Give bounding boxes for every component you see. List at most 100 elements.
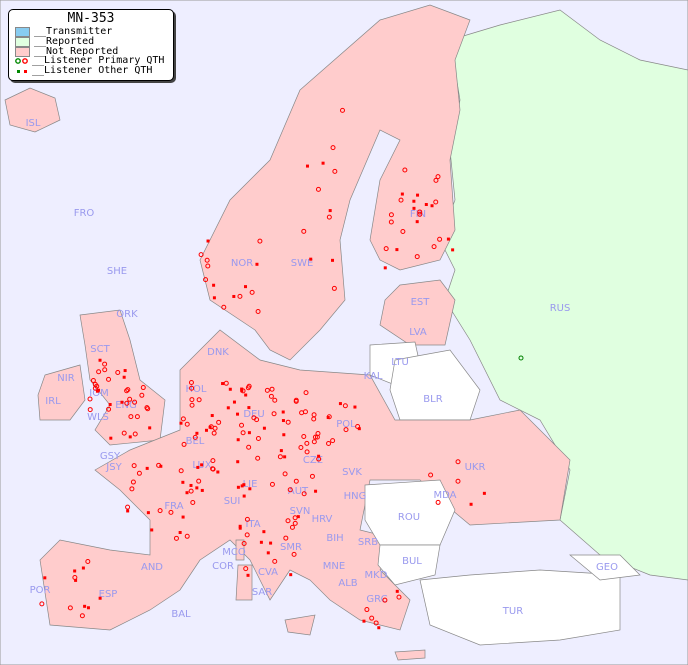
listener-other-marker bbox=[96, 388, 100, 392]
listener-primary-marker bbox=[156, 462, 162, 468]
corsica bbox=[235, 539, 245, 561]
listener-other-marker bbox=[240, 387, 244, 391]
listener-other-marker bbox=[236, 412, 240, 416]
listener-other-marker bbox=[296, 515, 300, 519]
listener-primary-marker bbox=[257, 238, 263, 244]
listener-primary-marker bbox=[293, 478, 299, 484]
listener-other-marker bbox=[395, 589, 399, 593]
listener-primary-marker bbox=[269, 386, 275, 392]
listener-primary-marker bbox=[79, 613, 85, 619]
listener-other-marker bbox=[200, 463, 204, 467]
listener-primary-marker bbox=[196, 478, 202, 484]
listener-other-marker bbox=[247, 431, 251, 435]
listener-primary-marker-green bbox=[518, 355, 524, 361]
legend-transmitter: __Transmitter bbox=[9, 27, 173, 37]
listener-primary-marker bbox=[124, 400, 130, 406]
listener-other-marker bbox=[331, 258, 335, 262]
country-label-cva: CVA bbox=[258, 567, 278, 578]
country-label-nir: NIR bbox=[57, 373, 74, 384]
country-label-fro: FRO bbox=[74, 208, 95, 219]
listener-other-marker bbox=[109, 436, 113, 440]
country-label-gsy: GSY bbox=[100, 451, 121, 462]
listener-other-marker bbox=[309, 257, 313, 261]
listener-other-marker bbox=[216, 470, 220, 474]
listener-primary-marker bbox=[168, 509, 174, 515]
listener-primary-marker bbox=[396, 594, 402, 600]
listener-other-marker bbox=[430, 204, 434, 208]
listener-other-marker bbox=[238, 526, 242, 530]
listener-primary-marker bbox=[285, 518, 291, 524]
listener-other-marker bbox=[246, 573, 250, 577]
listener-primary-marker bbox=[293, 398, 299, 404]
crete bbox=[394, 649, 426, 661]
listener-primary-marker bbox=[205, 263, 211, 269]
listener-other-marker bbox=[248, 487, 252, 491]
listener-other-marker bbox=[108, 403, 112, 407]
listener-primary-marker bbox=[455, 459, 461, 465]
listener-primary-marker bbox=[125, 504, 131, 510]
listener-primary-marker bbox=[255, 435, 261, 441]
listener-primary-marker bbox=[417, 209, 423, 215]
georgia bbox=[569, 554, 641, 581]
listener-primary-marker bbox=[198, 252, 204, 258]
listener-other-marker bbox=[236, 438, 240, 442]
listener-other-marker bbox=[212, 296, 216, 300]
listener-primary-marker bbox=[355, 424, 361, 430]
listener-primary-marker bbox=[433, 177, 439, 183]
listener-primary-marker bbox=[157, 508, 163, 514]
listener-other-marker bbox=[189, 483, 193, 487]
country-label-sar: SAR bbox=[252, 587, 272, 598]
listener-primary-marker bbox=[67, 605, 73, 611]
country-label-bel: BEL bbox=[186, 436, 205, 447]
circle-marker-icon bbox=[15, 57, 28, 65]
listener-primary-marker bbox=[330, 145, 336, 151]
listener-primary-marker bbox=[255, 308, 261, 314]
listener-other-marker bbox=[126, 509, 130, 513]
listener-primary-marker bbox=[304, 440, 310, 446]
listener-other-marker bbox=[395, 248, 399, 252]
listener-primary-marker bbox=[304, 449, 310, 455]
reported-swatch bbox=[15, 36, 30, 47]
listener-primary-marker bbox=[132, 399, 138, 405]
listener-other-marker bbox=[206, 239, 210, 243]
country-label-isl: ISL bbox=[26, 118, 41, 129]
listener-primary-marker bbox=[326, 214, 332, 220]
listener-other-marker bbox=[73, 569, 77, 573]
country-label-svk: SVK bbox=[342, 467, 362, 478]
listener-primary-marker bbox=[90, 378, 96, 384]
listener-other-marker bbox=[122, 375, 126, 379]
listener-other-marker bbox=[150, 528, 154, 532]
listener-other-marker bbox=[86, 606, 90, 610]
listener-primary-marker bbox=[299, 410, 305, 416]
country-label-esp: ESP bbox=[99, 589, 118, 600]
listener-primary-marker bbox=[246, 444, 252, 450]
country-label-tur: TUR bbox=[502, 606, 523, 617]
listener-other-marker bbox=[226, 406, 230, 410]
listener-other-marker bbox=[262, 426, 266, 430]
country-label-por: POR bbox=[30, 585, 51, 596]
listener-other-marker bbox=[240, 484, 244, 488]
listener-other-marker bbox=[377, 626, 381, 630]
legend-title: MN-353 bbox=[67, 11, 115, 26]
listener-other-marker bbox=[43, 576, 47, 580]
listener-other-marker bbox=[262, 530, 266, 534]
country-label-nor: NOR bbox=[231, 258, 253, 269]
listener-primary-marker bbox=[106, 376, 112, 382]
listener-other-marker bbox=[412, 206, 416, 210]
listener-primary-marker bbox=[241, 541, 247, 547]
listener-other-marker bbox=[283, 455, 287, 459]
not-reported-swatch bbox=[15, 46, 30, 57]
listener-primary-marker bbox=[223, 380, 229, 386]
listener-primary-marker bbox=[326, 441, 332, 447]
listener-primary-marker bbox=[400, 229, 406, 235]
listener-primary-marker bbox=[136, 470, 142, 476]
listener-primary-marker bbox=[301, 433, 307, 439]
listener-primary-marker bbox=[342, 403, 348, 409]
listener-other-marker bbox=[469, 502, 473, 506]
listener-other-marker bbox=[81, 566, 85, 570]
listener-other-marker bbox=[195, 431, 199, 435]
country-label-she: SHE bbox=[107, 266, 127, 277]
listener-other-marker bbox=[145, 466, 149, 470]
listener-primary-marker bbox=[315, 186, 321, 192]
